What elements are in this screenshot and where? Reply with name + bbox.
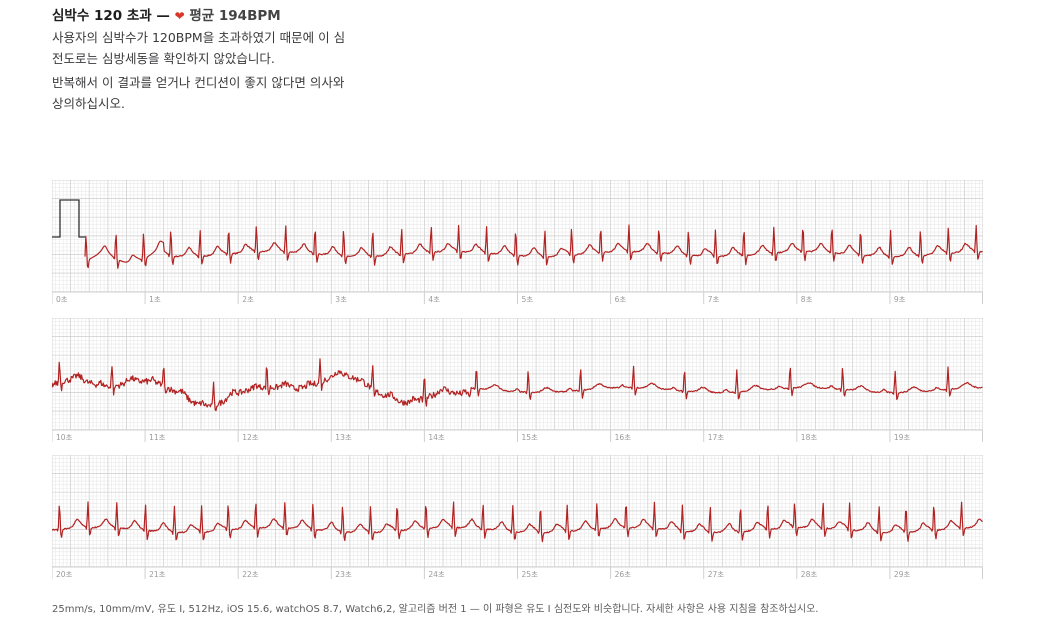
time-label: 16초 [615,433,632,442]
time-label: 10초 [56,433,73,442]
time-label: 6초 [615,295,627,304]
calibration-pulse [52,199,85,238]
time-label: 20초 [56,570,73,579]
ecg-grid-strip-1: 0초 1초 2초 3초 4초 5초 6초 7초 8초 9초 [52,180,983,304]
ecg-strip-3: 20초 21초 22초 23초 24초 25초 26초 27초 28초 29초 [52,455,983,579]
time-label: 25초 [522,570,539,579]
ecg-grid-strip-2: 10초 11초 12초 13초 14초 15초 16초 17초 18초 19초 [52,318,983,442]
time-label: 9초 [894,295,906,304]
time-label: 21초 [149,570,166,579]
time-label: 0초 [56,295,68,304]
advice-text: 반복해서 이 결과를 얻거나 컨디션이 좋지 않다면 의사와 상의하십시오. [52,75,345,111]
time-label: 24초 [428,570,445,579]
time-label: 29초 [894,570,911,579]
time-label: 2초 [242,295,254,304]
ecg-strip-1: 0초 1초 2초 3초 4초 5초 6초 7초 8초 9초 [52,180,983,304]
time-label: 23초 [335,570,352,579]
ecg-strip-2: 10초 11초 12초 13초 14초 15초 16초 17초 18초 19초 [52,318,983,442]
time-label: 19초 [894,433,911,442]
recording-details: 25mm/s, 10mm/mV, 유도 I, 512Hz, iOS 15.6, … [52,604,819,615]
time-label: 5초 [522,295,534,304]
time-label: 22초 [242,570,259,579]
ecg-trace [52,358,983,412]
heart-icon: ❤ [174,9,185,23]
time-label: 26초 [615,570,632,579]
time-label: 18초 [801,433,818,442]
time-label: 4초 [428,295,440,304]
time-label: 8초 [801,295,813,304]
time-label: 17초 [708,433,725,442]
time-label: 7초 [708,295,720,304]
ecg-trace [52,501,983,543]
time-label: 15초 [522,433,539,442]
ecg-grid-major [52,455,983,568]
title-prefix: 심박수 120 초과 — [52,8,170,24]
time-label: 27초 [708,570,725,579]
time-label: 11초 [149,433,166,442]
time-label: 1초 [149,295,161,304]
ecg-title: 심박수 120 초과 — ❤ 평균 194BPM [52,4,281,24]
time-label: 13초 [335,433,352,442]
time-label: 28초 [801,570,818,579]
time-label: 14초 [428,433,445,442]
ecg-grid-strip-3: 20초 21초 22초 23초 24초 25초 26초 27초 28초 29초 [52,455,983,579]
time-label: 3초 [335,295,347,304]
time-label: 12초 [242,433,259,442]
ecg-trace [84,224,983,269]
average-bpm: 평균 194BPM [189,8,281,24]
result-description: 사용자의 심박수가 120BPM을 초과하였기 때문에 이 심전도로는 심방세동… [52,30,346,66]
